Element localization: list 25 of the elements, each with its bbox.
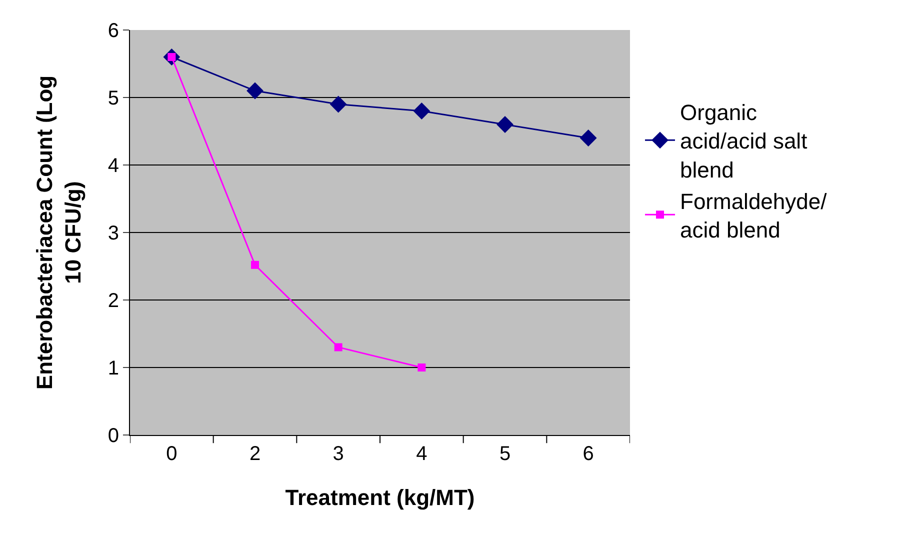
x-tick-label: 2 <box>249 443 261 465</box>
y-tick-label: 2 <box>108 290 119 312</box>
y-tick-label: 4 <box>108 155 119 177</box>
x-axis-title: Treatment (kg/MT) <box>285 484 475 510</box>
point <box>418 364 426 372</box>
point <box>496 116 514 133</box>
x-tick-label: 6 <box>582 443 594 465</box>
y-axis-title: Enterobacteriacea Count (Log 10 CFU/g) <box>32 75 86 390</box>
x-tick-label: 5 <box>499 443 511 465</box>
x-tick-label: 0 <box>166 443 178 465</box>
point <box>330 96 347 113</box>
legend-label: Organic acid/acid salt blend <box>680 100 808 182</box>
y-tick-label: 3 <box>108 222 119 244</box>
x-tick-label: 4 <box>416 443 428 465</box>
y-tick-label: 1 <box>108 358 119 380</box>
point <box>334 343 342 352</box>
y-tick-label: 0 <box>108 425 119 447</box>
point <box>580 130 597 146</box>
y-tick-label: 6 <box>108 20 119 42</box>
point <box>251 260 259 269</box>
point <box>246 82 264 100</box>
x-tick-label: 3 <box>332 443 344 465</box>
legend-label: Formaldehyde/ acid blend <box>680 188 828 243</box>
point <box>413 102 430 120</box>
y-tick-label: 5 <box>108 88 119 110</box>
